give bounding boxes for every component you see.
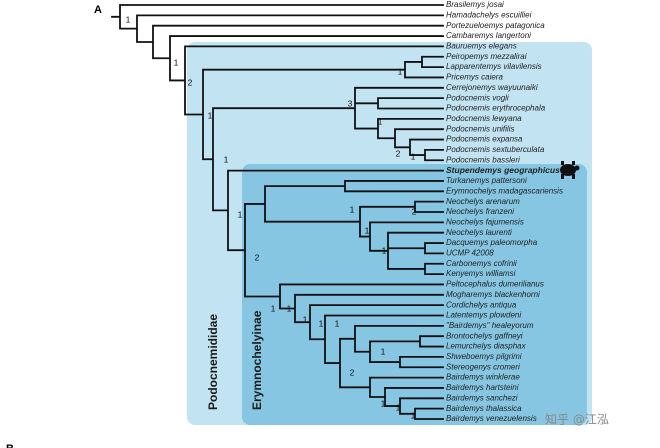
- support-value: 1: [303, 314, 308, 324]
- turtle-icon: [560, 161, 580, 179]
- support-value: 1: [350, 204, 355, 214]
- taxon-label: Podocnemis sextuberculata: [446, 145, 545, 154]
- clade-label: Erymnochelyinae: [250, 310, 264, 410]
- panel-label: A: [94, 4, 102, 16]
- support-value: 1: [126, 14, 131, 24]
- support-value: 2: [396, 148, 401, 158]
- taxon-label: UCMP 42008: [446, 249, 494, 258]
- taxon-label: Stupendemys geographicus: [446, 165, 560, 175]
- taxon-label: Bairdemys venezuelensis: [446, 414, 537, 423]
- taxon-label: Bairdemys sanchezi: [446, 393, 518, 402]
- taxon-label: Mogharemys blackenhorni: [446, 290, 540, 299]
- panel-label: B: [6, 443, 14, 448]
- taxon-label: Lemurchelys diasphax: [446, 342, 527, 351]
- support-value: 1: [238, 209, 243, 219]
- support-value: 2: [255, 252, 260, 262]
- support-value: 1: [287, 303, 292, 313]
- taxon-label: Neochelys franzeni: [446, 207, 514, 216]
- taxon-label: Podocnemis erythrocephala: [446, 104, 546, 113]
- taxon-label: Podocnemis expansa: [446, 135, 523, 144]
- support-value: 1: [381, 346, 386, 356]
- support-value: 1: [271, 303, 276, 313]
- support-value: 1: [398, 66, 403, 76]
- taxon-label: Neochelys arenarum: [446, 197, 520, 206]
- taxon-label: Cordichelys antiqua: [446, 300, 517, 309]
- support-value: 2: [350, 367, 355, 377]
- taxon-label: Cerrejonemys wayuunaiki: [446, 83, 538, 92]
- support-value: 1: [411, 410, 416, 420]
- support-value: 1: [335, 318, 340, 328]
- support-value: 1: [411, 151, 416, 161]
- taxon-label: Bauruemys elegans: [446, 42, 517, 51]
- taxon-label: Kenyemys williamsi: [446, 269, 516, 278]
- taxon-label: Bairdemys winklerae: [446, 373, 520, 382]
- taxon-label: Brontochelys gaffneyi: [446, 331, 523, 340]
- support-value: 1: [174, 57, 179, 67]
- taxon-label: Latentemys plowdeni: [446, 311, 521, 320]
- taxon-label: Podocnemis unifilis: [446, 124, 514, 133]
- support-value: 1: [381, 398, 386, 408]
- taxon-label: "Bairdemys" healeyorum: [446, 321, 534, 330]
- taxon-label: Neochelys laurenti: [446, 228, 512, 237]
- watermark: 知乎 @江泓: [545, 413, 609, 427]
- taxon-label: Cambaremys langertoni: [446, 31, 531, 40]
- support-value: 2: [412, 206, 417, 216]
- support-value: 1: [319, 318, 324, 328]
- taxon-label: Portezueloemys patagonica: [446, 21, 545, 30]
- taxon-label: Pricemys caiera: [446, 73, 503, 82]
- support-value: 1: [208, 110, 213, 120]
- taxon-label: Shweboemys pilgrimi: [446, 352, 522, 361]
- taxon-label: Carbonemys cofrinii: [446, 259, 517, 268]
- taxon-label: Bairdemys hartsteini: [446, 383, 519, 392]
- taxon-label: Neochelys fajumensis: [446, 217, 524, 226]
- taxon-label: Stereogenys cromeri: [446, 362, 520, 371]
- clade-label: Podocnemididae: [206, 314, 220, 410]
- support-value: 3: [348, 98, 353, 108]
- support-value: 1: [382, 245, 387, 255]
- taxon-label: Turkanemys pattersoni: [446, 176, 527, 185]
- taxon-label: Podocnemis vogli: [446, 93, 509, 102]
- taxon-label: Bairdemys thalassica: [446, 404, 522, 413]
- taxon-label: Lapparentemys vilavilensis: [446, 62, 542, 71]
- taxon-label: Podocnemis bassleri: [446, 155, 520, 164]
- taxon-label: Brasilemys josai: [446, 0, 504, 9]
- taxon-label: Peltocephalus dumerilianus: [446, 280, 544, 289]
- taxon-label: Dacquemys paleomorpha: [446, 238, 538, 247]
- support-value: 1: [378, 116, 383, 126]
- support-value: 1: [224, 154, 229, 164]
- taxon-label: Erymnochelys madagascariensis: [446, 186, 563, 195]
- support-value: 2: [188, 77, 193, 87]
- support-value: 1: [396, 402, 401, 412]
- support-value: 1: [365, 225, 370, 235]
- taxon-label: Podocnemis lewyana: [446, 114, 522, 123]
- branches: [111, 4, 444, 420]
- taxon-label: Peiropemys mezzalirai: [446, 52, 527, 61]
- taxon-label: Hamadachelys escuilliei: [446, 10, 532, 19]
